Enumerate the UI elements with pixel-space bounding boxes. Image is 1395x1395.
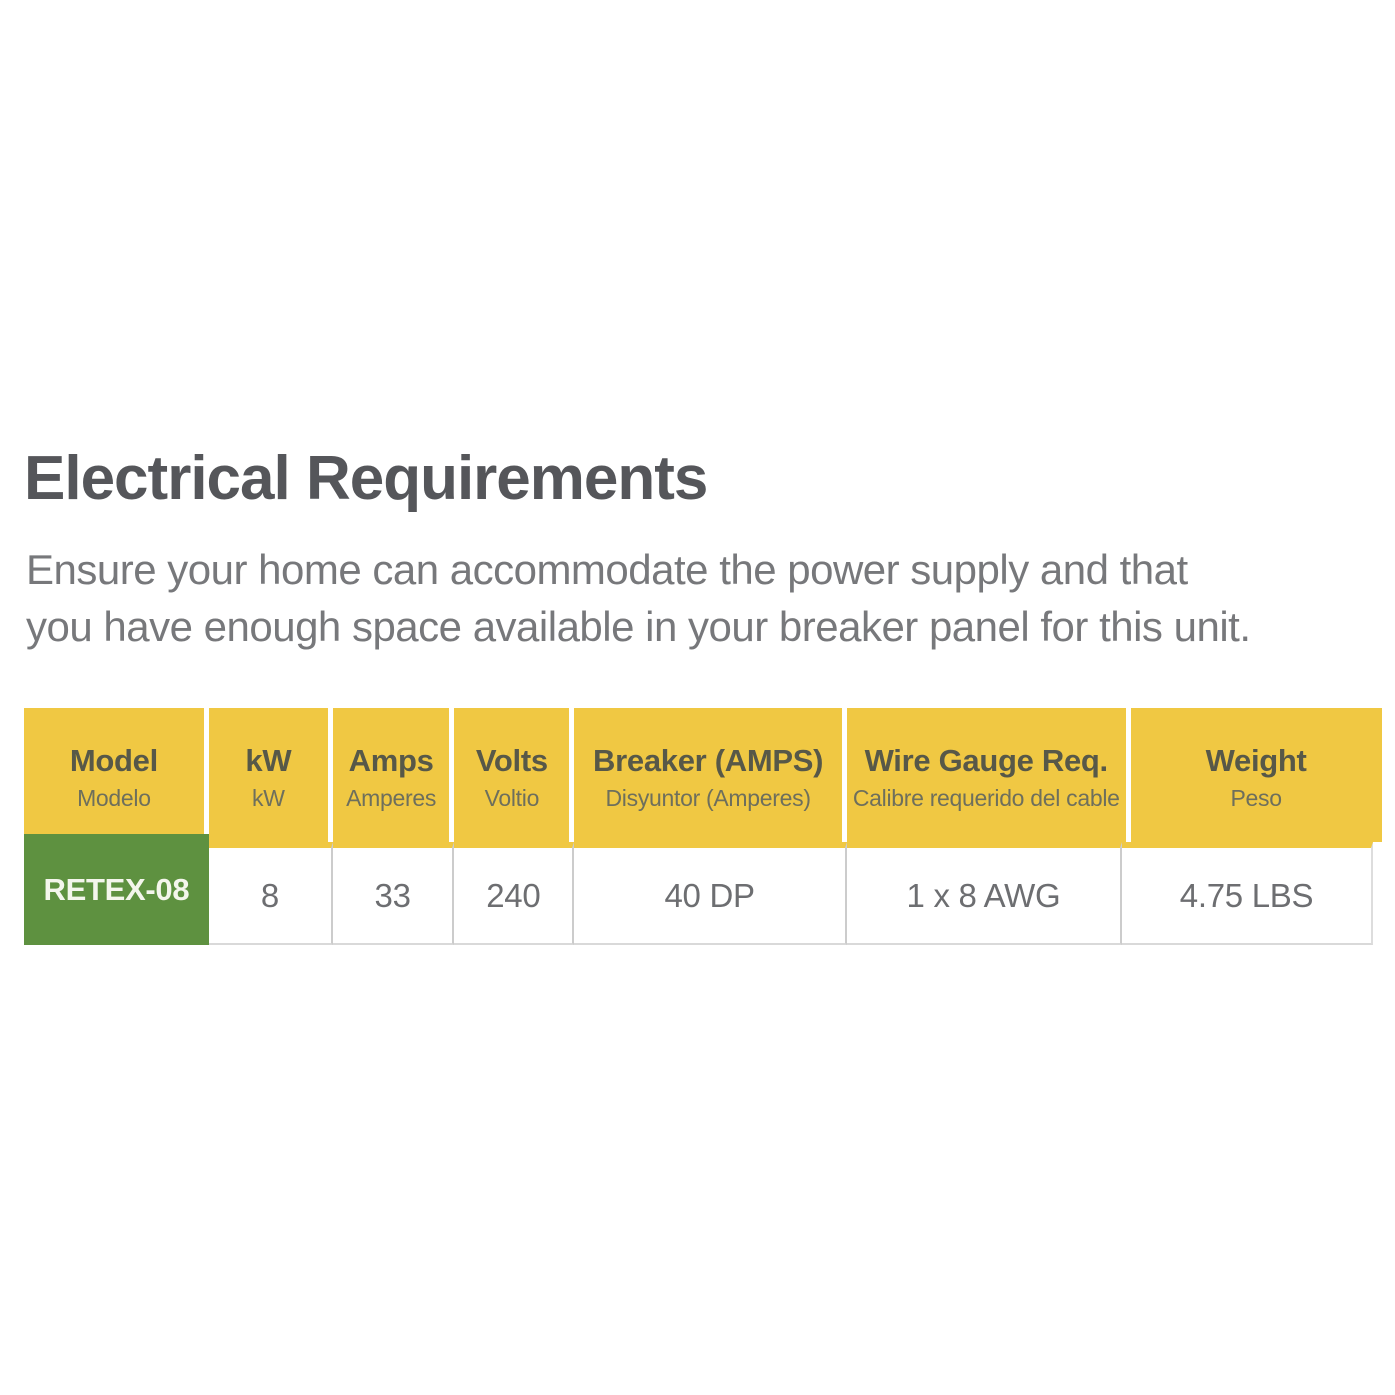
header-cell-amps: Amps Amperes xyxy=(332,708,455,842)
header-sublabel-weight: Peso xyxy=(1230,784,1282,811)
intro-line-1: Ensure your home can accommodate the pow… xyxy=(26,546,1188,593)
header-cell-kw: kW kW xyxy=(208,708,333,842)
header-sublabel-breaker: Disyuntor (Amperes) xyxy=(605,784,811,811)
header-cell-wire-gauge: Wire Gauge Req. Calibre requerido del ca… xyxy=(846,708,1131,842)
electrical-requirements-table: Model Modelo kW kW Amps Amperes Volts Vo… xyxy=(24,708,1382,953)
page-title: Electrical Requirements xyxy=(24,444,708,513)
intro-paragraph: Ensure your home can accommodate the pow… xyxy=(26,541,1373,655)
header-label-model: Model xyxy=(69,742,158,778)
header-sublabel-amps: Amperes xyxy=(346,784,437,811)
table-data-row: RETEX-08 8 33 240 40 DP 1 x 8 AWG 4.75 L… xyxy=(24,834,1373,953)
header-cell-volts: Volts Voltio xyxy=(454,708,575,842)
table-header-row: Model Modelo kW kW Amps Amperes Volts Vo… xyxy=(24,708,1382,842)
header-label-amps: Amps xyxy=(348,742,434,778)
header-label-kw: kW xyxy=(245,742,292,778)
header-cell-breaker: Breaker (AMPS) Disyuntor (Amperes) xyxy=(574,708,847,842)
header-label-breaker: Breaker (AMPS) xyxy=(593,742,824,778)
header-sublabel-wire-gauge: Calibre requerido del cable xyxy=(852,784,1120,811)
cell-model-value: RETEX-08 xyxy=(24,834,209,945)
header-cell-model: Model Modelo xyxy=(24,708,209,842)
header-sublabel-volts: Voltio xyxy=(484,784,540,811)
cell-wire-gauge-value: 1 x 8 AWG xyxy=(846,842,1123,945)
cell-amps-value: 33 xyxy=(332,842,455,945)
header-sublabel-kw: kW xyxy=(252,784,285,811)
cell-volts-value: 240 xyxy=(454,842,575,945)
cell-kw-value: 8 xyxy=(208,842,333,945)
header-cell-weight: Weight Peso xyxy=(1130,708,1382,842)
header-label-weight: Weight xyxy=(1205,742,1307,778)
header-sublabel-model: Modelo xyxy=(77,784,151,811)
header-label-volts: Volts xyxy=(475,742,548,778)
content-area: Electrical Requirements Ensure your home… xyxy=(24,444,1382,953)
cell-weight-value: 4.75 LBS xyxy=(1122,842,1373,945)
intro-line-2: you have enough space available in your … xyxy=(26,603,1251,650)
header-label-wire-gauge: Wire Gauge Req. xyxy=(864,742,1109,778)
cell-breaker-value: 40 DP xyxy=(574,842,847,945)
